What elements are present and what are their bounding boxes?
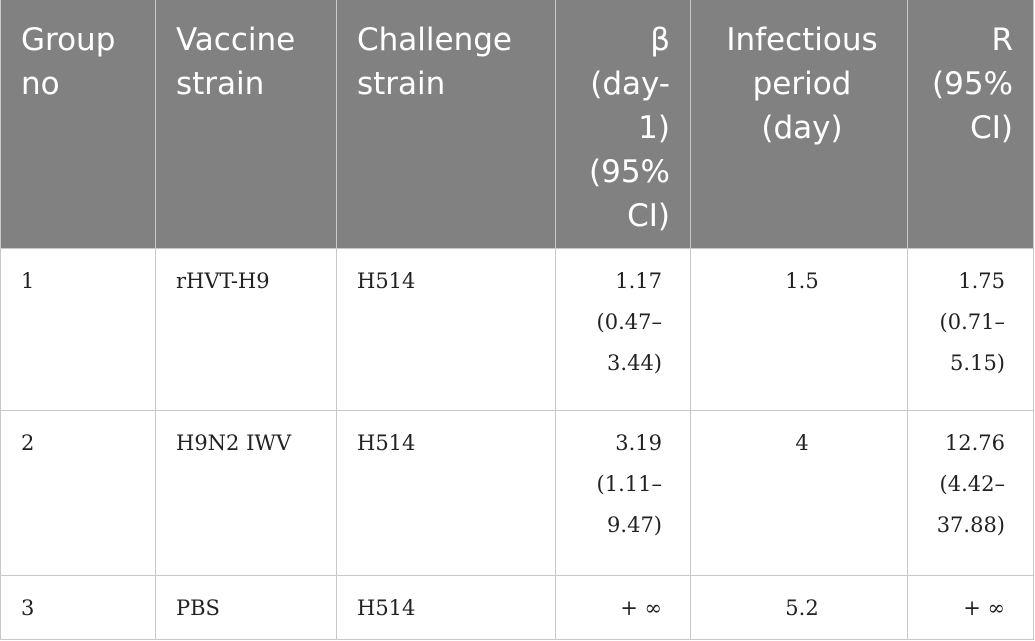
cell-challenge: H514 — [336, 248, 556, 411]
header-infectious-period: Infectious period (day) — [690, 0, 908, 249]
header-r: R (95% CI) — [907, 0, 1034, 249]
cell-group: 1 — [0, 248, 156, 411]
header-beta: β (day-1) (95% CI) — [555, 0, 691, 249]
cell-r: + ∞ — [907, 575, 1034, 640]
table-header: Group no Vaccine strain Challenge strain… — [0, 0, 1034, 249]
cell-infectious-period: 5.2 — [690, 575, 908, 640]
beta-value: 1.17 — [615, 269, 662, 293]
cell-vaccine: H9N2 IWV — [155, 410, 337, 576]
beta-value: + ∞ — [620, 596, 662, 620]
beta-ci-upper: 9.47) — [607, 513, 662, 537]
header-row: Group no Vaccine strain Challenge strain… — [0, 0, 1034, 249]
r-ci-upper: 5.15) — [950, 351, 1005, 375]
cell-beta: 1.17 (0.47– 3.44) — [555, 248, 691, 411]
cell-beta: 3.19 (1.11– 9.47) — [555, 410, 691, 576]
cell-infectious-period: 4 — [690, 410, 908, 576]
cell-group: 3 — [0, 575, 156, 640]
cell-group: 2 — [0, 410, 156, 576]
beta-value: 3.19 — [615, 431, 662, 455]
r-ci-upper: 37.88) — [936, 513, 1005, 537]
beta-ci-lower: (0.47– — [596, 310, 662, 334]
cell-vaccine: PBS — [155, 575, 337, 640]
beta-ci-upper: 3.44) — [607, 351, 662, 375]
r-ci-lower: (0.71– — [939, 310, 1005, 334]
header-group-no: Group no — [0, 0, 156, 249]
r-ci-lower: (4.42– — [939, 472, 1005, 496]
header-challenge-strain: Challenge strain — [336, 0, 556, 249]
cell-infectious-period: 1.5 — [690, 248, 908, 411]
r-value: 1.75 — [958, 269, 1005, 293]
cell-beta: + ∞ — [555, 575, 691, 640]
cell-challenge: H514 — [336, 575, 556, 640]
r-value: + ∞ — [963, 596, 1005, 620]
cell-vaccine: rHVT-H9 — [155, 248, 337, 411]
table-row: 1 rHVT-H9 H514 1.17 (0.47– 3.44) 1.5 1.7… — [0, 248, 1034, 411]
cell-challenge: H514 — [336, 410, 556, 576]
table-row: 3 PBS H514 + ∞ 5.2 + ∞ — [0, 575, 1034, 640]
beta-ci-lower: (1.11– — [596, 472, 662, 496]
table-body: 1 rHVT-H9 H514 1.17 (0.47– 3.44) 1.5 1.7… — [0, 248, 1034, 640]
table-row: 2 H9N2 IWV H514 3.19 (1.11– 9.47) 4 12.7… — [0, 410, 1034, 576]
cell-r: 12.76 (4.42– 37.88) — [907, 410, 1034, 576]
r-value: 12.76 — [944, 431, 1005, 455]
header-vaccine-strain: Vaccine strain — [155, 0, 337, 249]
cell-r: 1.75 (0.71– 5.15) — [907, 248, 1034, 411]
